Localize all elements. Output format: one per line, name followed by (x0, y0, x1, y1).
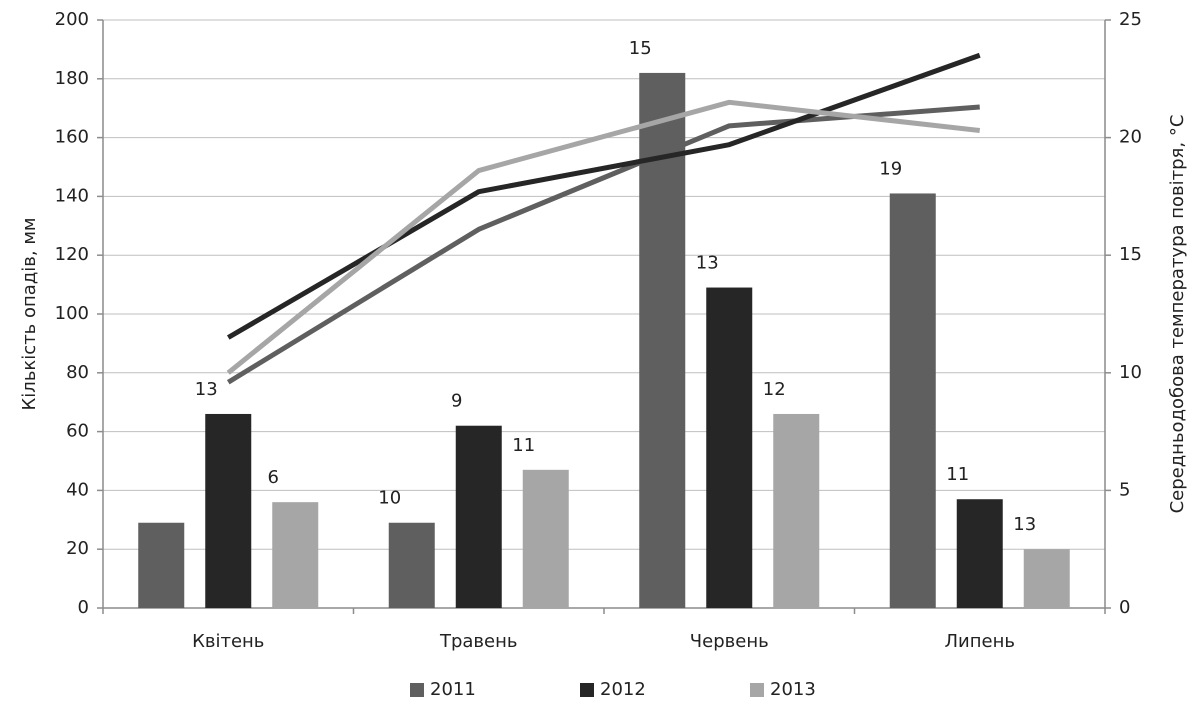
data-label: 12 (763, 379, 786, 400)
bar (388, 522, 435, 608)
legend-label: 2012 (600, 679, 646, 700)
data-label: 19 (879, 158, 902, 179)
data-label: 10 (378, 488, 401, 509)
legend-label: 2011 (430, 679, 476, 700)
y-tick-label: 100 (55, 303, 89, 324)
bar (138, 522, 185, 608)
y-tick-label: 160 (55, 127, 89, 148)
data-label: 6 (268, 467, 279, 488)
bar (272, 502, 319, 608)
legend-swatch (750, 683, 764, 697)
bar (522, 469, 569, 608)
y-tick-label: 0 (78, 597, 89, 618)
x-tick-label: Травень (439, 631, 518, 652)
legend-swatch (410, 683, 424, 697)
bar (773, 413, 820, 608)
y-tick-label: 60 (66, 421, 89, 442)
data-label: 13 (1013, 514, 1036, 535)
y2-tick-label: 15 (1119, 244, 1142, 265)
bar (205, 413, 252, 608)
data-label: 11 (946, 464, 969, 485)
y2-tick-label: 25 (1119, 9, 1142, 30)
line (226, 99, 981, 375)
y2-tick-label: 20 (1119, 127, 1142, 148)
y-tick-label: 200 (55, 9, 89, 30)
bar (1023, 549, 1070, 608)
y2-tick-label: 0 (1119, 597, 1130, 618)
line (226, 52, 981, 340)
y-tick-label: 40 (66, 479, 89, 500)
legend-label: 2013 (770, 679, 816, 700)
y2-tick-label: 5 (1119, 479, 1130, 500)
y2-tick-label: 10 (1119, 362, 1142, 383)
y-tick-label: 80 (66, 362, 89, 383)
x-tick-label: Липень (945, 631, 1015, 652)
data-label: 13 (195, 379, 218, 400)
bar (889, 193, 936, 608)
x-tick-label: Квітень (192, 631, 264, 652)
data-label: 9 (451, 391, 462, 412)
data-label: 11 (512, 435, 535, 456)
bar (706, 287, 753, 608)
y-tick-label: 20 (66, 538, 89, 559)
y2-axis-label: Середньодобова температура повітря, °C (1167, 115, 1188, 514)
line (226, 104, 980, 385)
bar (956, 499, 1003, 608)
data-label: 15 (629, 38, 652, 59)
y-tick-label: 140 (55, 185, 89, 206)
bar (455, 425, 502, 608)
y-tick-label: 120 (55, 244, 89, 265)
y-tick-label: 180 (55, 68, 89, 89)
data-label: 13 (696, 253, 719, 274)
y-axis-label: Кількість опадів, мм (19, 218, 40, 411)
x-tick-label: Червень (690, 631, 769, 652)
legend-swatch (580, 683, 594, 697)
